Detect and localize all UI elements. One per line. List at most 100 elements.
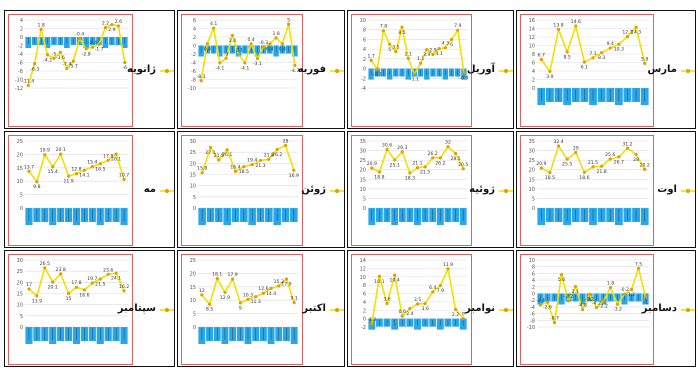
data-point [74, 285, 79, 289]
data-point [103, 26, 108, 30]
data-label: 11.9 [63, 179, 73, 185]
data-label: -3 [224, 51, 229, 57]
y-tick-label: 5 [363, 196, 366, 202]
data-label: -4.7 [290, 68, 299, 74]
data-label: 2.4 [229, 38, 236, 44]
y-tick-label: 15 [17, 292, 23, 298]
data-label: 13.8 [553, 22, 563, 28]
data-label: 25.5 [562, 162, 572, 168]
data-label: -8.7 [550, 316, 559, 322]
data-point [591, 56, 595, 60]
data-label: 16.2 [119, 284, 129, 290]
y-tick-label: -8 [18, 69, 23, 75]
y-tick-label: 30 [529, 149, 535, 155]
y-tick-label: 10 [529, 44, 535, 50]
data-point [58, 50, 63, 54]
y-tick-label: 0 [193, 325, 196, 331]
y-tick-label: -2 [361, 325, 366, 331]
data-label: 2.9 [429, 47, 436, 53]
data-label: 20.9 [367, 161, 377, 167]
data-point [565, 157, 569, 161]
data-point [601, 299, 606, 303]
y-tick-label: 8 [532, 52, 535, 58]
data-point [643, 167, 647, 171]
data-label: -2.8 [82, 51, 91, 57]
y-tick-label: 10 [360, 275, 366, 281]
y-tick-label: -10 [527, 325, 535, 331]
y-tick-label: 5 [532, 196, 535, 202]
y-tick-label: 25 [17, 139, 23, 145]
plot-area: 14 12 10 8 6 4 2 0 -2 -1.3 10.1 3.6 10.4 0.6 2.4 3.5 3.6… [351, 254, 472, 365]
data-label: 21.8 [264, 152, 274, 158]
data-point [377, 274, 382, 278]
data-label: 3.5 [414, 297, 421, 303]
month-label: سپتامبر [117, 302, 156, 314]
y-tick-label: 0 [20, 206, 23, 212]
data-label: 12 [199, 288, 205, 294]
data-point [617, 42, 621, 46]
data-point [423, 165, 427, 169]
data-label: 5.8 [641, 56, 648, 62]
data-point [84, 47, 88, 51]
plot-area: 4 2 0 -2 -4 -6 -8 -10 -12 -11.4 -6.3 1.8 -4.2 -5 -3.6-… [8, 14, 133, 127]
data-label: 0.6 [399, 309, 406, 315]
data-point [617, 155, 621, 159]
data-label: 15.3 [274, 279, 284, 285]
data-point [223, 290, 227, 295]
data-label: 9.1 [290, 296, 297, 302]
data-point [66, 291, 71, 296]
data-point [287, 22, 291, 26]
data-point [212, 26, 216, 30]
data-label: 2.6 [115, 19, 122, 25]
data-label: -3.6 [56, 55, 65, 61]
data-label: 26.2 [435, 160, 445, 166]
data-point [207, 302, 212, 306]
y-tick-label: 30 [360, 149, 366, 155]
data-label: 4.1 [210, 21, 217, 27]
y-tick-label: 5 [193, 195, 196, 201]
data-point [608, 46, 612, 50]
data-point [591, 165, 595, 169]
data-point [218, 61, 222, 65]
data-point [122, 177, 126, 181]
y-tick-label: 10 [529, 258, 535, 264]
y-tick-label: -10 [188, 86, 196, 92]
data-point [385, 147, 389, 152]
data-point [438, 283, 442, 288]
data-point [600, 164, 604, 168]
data-label: 3.5 [392, 45, 399, 51]
data-label: 18.6 [579, 175, 589, 181]
data-point [431, 52, 435, 57]
data-point [274, 36, 278, 40]
data-label: 10.3 [243, 292, 253, 298]
data-point [582, 170, 586, 174]
data-point [59, 152, 63, 156]
data-point [415, 166, 420, 170]
data-point [45, 53, 50, 57]
data-label: 20.2 [640, 162, 650, 168]
y-tick-label: 14 [360, 258, 366, 264]
data-label: 7.9 [437, 288, 444, 294]
data-point [573, 284, 578, 289]
data-label: -0.4 [75, 32, 84, 38]
data-label: 29.3 [397, 145, 407, 151]
data-label: 0.4 [266, 46, 273, 52]
y-tick-label: 10 [360, 18, 366, 24]
data-label: 28 [283, 138, 289, 144]
y-tick-label: 10 [17, 303, 23, 309]
data-label: 18.8 [374, 175, 384, 181]
data-point [643, 295, 648, 299]
data-label: 26.1 [222, 152, 232, 158]
data-label: -1.7 [95, 47, 104, 53]
data-label: 20.1 [56, 147, 66, 153]
data-label: -0.2 [620, 287, 629, 293]
data-label: -0.1 [373, 72, 382, 78]
data-point [381, 29, 386, 33]
line-chart-4: 25 20 15 10 5 0 13.7 9.8 19.9 15.4 20.1 11.9 12.814.… [17, 139, 129, 225]
data-point [97, 42, 101, 46]
month-chart-panel: 25 20 15 10 5 0 12 8.5 18.1 12.9 17.9 9 10.3 11.3 12.6… [177, 250, 345, 367]
line-chart-9: 25 20 15 10 5 0 12 8.5 18.1 12.9 17.9 9 10.311.3 12.6… [190, 258, 298, 344]
data-point [552, 321, 557, 325]
data-label: 1.8 [37, 22, 44, 28]
data-point [43, 266, 47, 270]
